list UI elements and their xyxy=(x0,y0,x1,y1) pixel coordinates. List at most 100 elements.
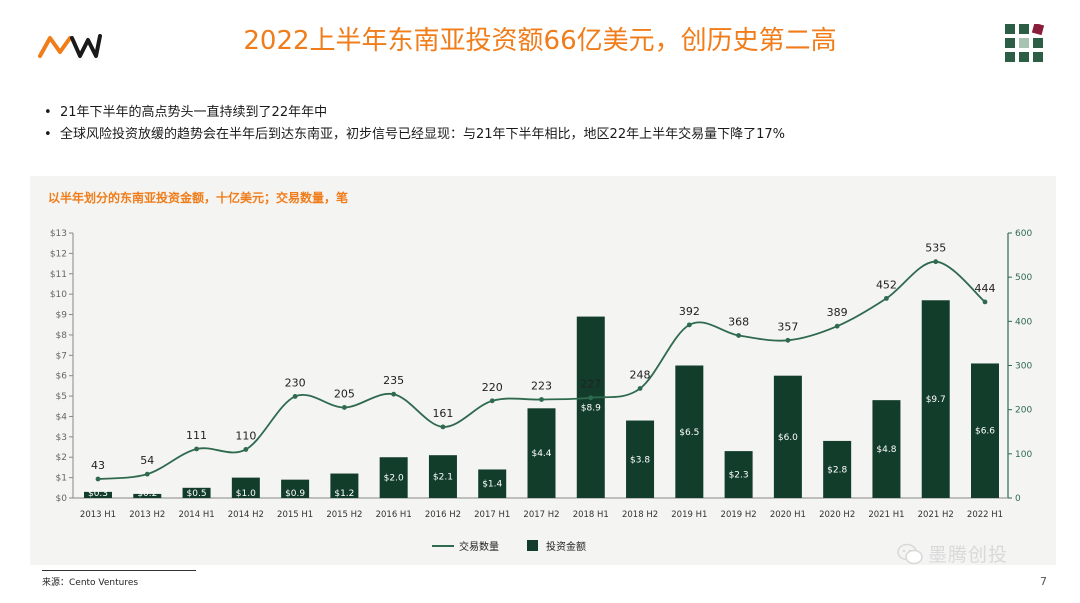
bar xyxy=(231,477,260,498)
left-tick-label: $9 xyxy=(56,311,68,321)
deal-count-point xyxy=(884,295,889,301)
category-label: 2016 H2 xyxy=(425,510,461,520)
category-label: 2020 H1 xyxy=(770,510,806,520)
left-tick-label: $12 xyxy=(50,249,67,259)
deal-count-point xyxy=(686,322,692,328)
right-tick-label: 0 xyxy=(1015,494,1021,504)
left-tick-label: $13 xyxy=(50,229,67,239)
left-tick-label: $1 xyxy=(56,474,67,484)
bar-value-label: $0.3 xyxy=(88,489,108,499)
category-label: 2018 H1 xyxy=(573,510,609,520)
category-label: 2021 H1 xyxy=(868,510,904,520)
deal-count-point xyxy=(341,405,347,410)
bar-value-label: $0.2 xyxy=(137,489,157,499)
deal-count-point xyxy=(144,471,150,477)
bar-value-label: $9.7 xyxy=(926,395,946,405)
deal-count-point xyxy=(982,299,988,305)
category-label: 2018 H2 xyxy=(622,510,658,520)
bar-value-label: $4.4 xyxy=(531,449,551,459)
bar xyxy=(675,365,704,498)
bar xyxy=(626,420,655,498)
deal-count-label: 54 xyxy=(140,454,154,467)
deal-count-point xyxy=(588,395,594,401)
watermark-text: 墨腾创投 xyxy=(928,544,1009,566)
deal-count-point xyxy=(440,424,446,430)
left-tick-label: $3 xyxy=(56,433,67,443)
bar xyxy=(921,300,950,498)
deal-count-label: 223 xyxy=(531,380,552,393)
category-label: 2015 H2 xyxy=(326,510,362,520)
bullet-item: 全球风险投资放缓的趋势会在半年后到达东南亚，初步信号已经显现：与21年下半年相比… xyxy=(42,124,785,146)
bar-value-label: $2.1 xyxy=(433,473,453,483)
bar-value-label: $2.8 xyxy=(827,465,847,475)
category-label: 2013 H1 xyxy=(80,510,116,520)
deal-count-label: 230 xyxy=(285,376,306,389)
bar-value-label: $0.5 xyxy=(187,489,207,499)
mw-logo-icon xyxy=(38,30,102,64)
bar-value-label: $6.0 xyxy=(778,433,798,443)
deal-count-point xyxy=(933,259,939,265)
deal-count-point xyxy=(243,447,249,452)
category-label: 2016 H1 xyxy=(376,510,412,520)
right-tick-label: 500 xyxy=(1015,273,1032,283)
bar xyxy=(84,491,112,498)
bar-value-label: $2.3 xyxy=(729,471,749,481)
category-label: 2019 H1 xyxy=(671,510,707,520)
deal-count-point xyxy=(95,476,101,482)
deal-count-point xyxy=(785,337,791,343)
divider xyxy=(42,570,196,571)
deal-count-label: 368 xyxy=(728,315,749,328)
bar xyxy=(823,440,852,498)
category-label: 2020 H2 xyxy=(819,510,855,520)
slide-title: 2022上半年东南亚投资额66亿美元，创历史第二高 xyxy=(243,26,837,56)
category-label: 2021 H2 xyxy=(918,510,954,520)
source-note: 来源：Cento Ventures xyxy=(42,578,139,588)
deal-count-label: 220 xyxy=(482,381,503,394)
deal-count-label: 205 xyxy=(334,387,355,400)
bar-value-label: $1.4 xyxy=(482,480,502,490)
category-label: 2014 H2 xyxy=(228,510,264,520)
deal-count-label: 111 xyxy=(186,429,207,442)
right-tick-label: 100 xyxy=(1015,450,1032,460)
left-tick-label: $8 xyxy=(56,331,68,341)
left-tick-label: $2 xyxy=(56,453,67,463)
deal-count-point xyxy=(539,397,544,402)
right-tick-label: 200 xyxy=(1015,406,1032,416)
deal-count-label: 535 xyxy=(925,242,946,255)
category-label: 2014 H1 xyxy=(178,510,214,520)
bar-value-label: $6.5 xyxy=(679,428,699,438)
right-tick-label: 300 xyxy=(1015,362,1032,372)
legend-bar-swatch xyxy=(527,540,538,551)
bar xyxy=(872,400,901,498)
chart-title: 以半年划分的东南亚投资金额，十亿美元；交易数量，笔 xyxy=(48,191,349,205)
bar-value-label: $1.0 xyxy=(236,489,256,499)
chart-panel xyxy=(30,176,1056,565)
category-label: 2015 H1 xyxy=(277,510,313,520)
category-label: 2019 H2 xyxy=(721,510,757,520)
deal-count-label: 392 xyxy=(679,305,700,318)
bar-value-label: $6.6 xyxy=(975,427,995,437)
bullet-list: 21年下半年的高点势头一直持续到了22年年中 全球风险投资放缓的趋势会在半年后到… xyxy=(42,102,785,146)
right-tick-label: 400 xyxy=(1015,317,1032,327)
left-tick-label: $4 xyxy=(56,412,68,422)
deal-count-point xyxy=(637,386,643,391)
category-label: 2017 H1 xyxy=(474,510,510,520)
bar-value-label: $3.8 xyxy=(630,455,650,465)
deal-count-point xyxy=(194,446,199,452)
bar xyxy=(971,363,999,498)
bar xyxy=(330,473,359,498)
bar-value-label: $1.2 xyxy=(334,489,354,499)
deal-count-label: 389 xyxy=(827,306,848,319)
bar-value-label: $0.9 xyxy=(285,489,305,499)
bar xyxy=(527,408,556,498)
bar-value-label: $2.0 xyxy=(384,474,404,484)
left-tick-label: $11 xyxy=(50,270,67,280)
deal-count-label: 43 xyxy=(91,459,105,472)
bar xyxy=(724,451,753,498)
bar xyxy=(133,493,162,498)
legend-label: 交易数量 xyxy=(459,540,499,553)
category-label: 2022 H1 xyxy=(967,510,1003,520)
deal-count-label: 235 xyxy=(383,374,404,387)
deal-count-label: 227 xyxy=(580,378,601,391)
